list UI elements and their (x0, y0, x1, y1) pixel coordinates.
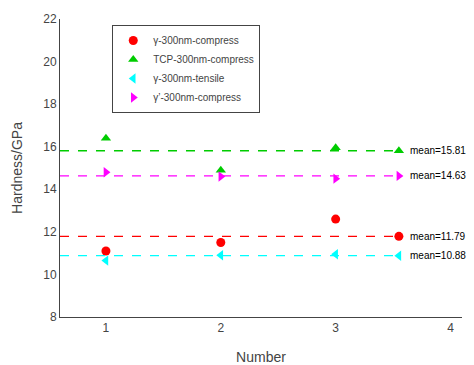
svg-text:16: 16 (43, 140, 57, 154)
svg-text:γ’-300nm-compress: γ’-300nm-compress (153, 92, 241, 103)
svg-text:Number: Number (236, 349, 286, 365)
svg-text:TCP-300nm-compress: TCP-300nm-compress (153, 54, 254, 65)
svg-text:mean=15.81: mean=15.81 (410, 145, 466, 156)
svg-text:mean=11.79: mean=11.79 (410, 231, 466, 242)
svg-text:1: 1 (103, 321, 110, 335)
svg-text:mean=10.88: mean=10.88 (410, 250, 466, 261)
svg-text:3: 3 (332, 321, 339, 335)
svg-text:20: 20 (43, 55, 57, 69)
svg-text:Hardness/GPa: Hardness/GPa (9, 122, 25, 214)
svg-text:12: 12 (43, 225, 57, 239)
svg-text:mean=14.63: mean=14.63 (410, 170, 466, 181)
svg-text:4: 4 (447, 321, 454, 335)
svg-text:2: 2 (217, 321, 224, 335)
svg-text:8: 8 (50, 310, 57, 324)
svg-text:γ-300nm-tensile: γ-300nm-tensile (153, 73, 225, 84)
svg-text:10: 10 (43, 268, 57, 282)
svg-text:γ-300nm-compress: γ-300nm-compress (153, 35, 239, 46)
svg-text:22: 22 (43, 12, 57, 26)
svg-text:14: 14 (43, 182, 57, 196)
svg-text:18: 18 (43, 97, 57, 111)
